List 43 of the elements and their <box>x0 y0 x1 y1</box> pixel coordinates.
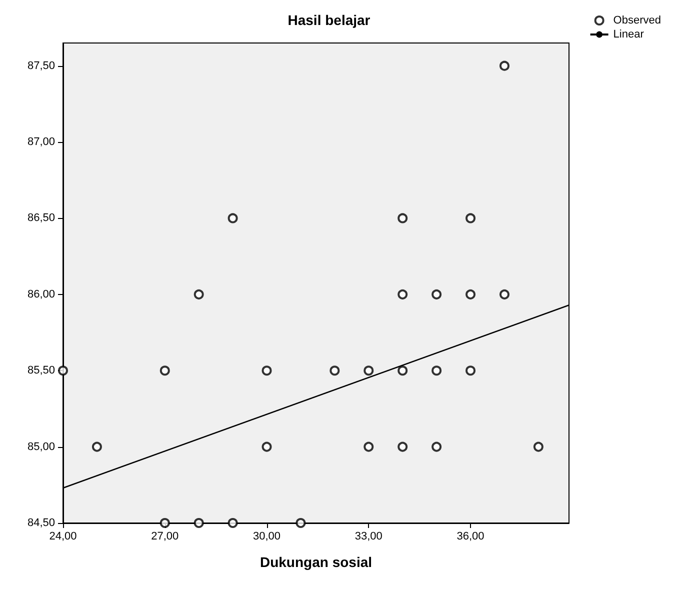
point <box>432 289 442 300</box>
x-tick-label: 27,00 <box>151 530 179 542</box>
point <box>228 213 238 224</box>
point <box>432 442 442 452</box>
x-axis-title: Dukungan sosial <box>260 554 372 570</box>
y-tick-label: 86,00 <box>27 288 55 300</box>
x-tick-label: 33,00 <box>354 530 382 542</box>
point <box>398 366 408 376</box>
point <box>466 289 476 300</box>
point <box>499 289 510 300</box>
point <box>228 518 238 528</box>
chart-title: Hasil belajar <box>288 12 371 28</box>
legend-label: Linear <box>613 28 644 40</box>
y-tick-label: 87,50 <box>27 60 55 72</box>
point <box>330 366 340 376</box>
point <box>296 518 306 528</box>
x-tick-label: 30,00 <box>252 530 281 542</box>
point <box>499 60 510 71</box>
y-tick-label: 84,50 <box>27 517 55 529</box>
y-tick-label: 85,00 <box>27 440 55 453</box>
x-tick-label: 24,00 <box>49 530 77 542</box>
point <box>432 366 442 376</box>
legend-label: Observed <box>613 14 662 26</box>
point <box>466 366 476 376</box>
point <box>194 289 204 300</box>
y-tick-label: 86,50 <box>27 212 55 224</box>
point <box>398 289 408 300</box>
point <box>262 366 272 376</box>
point <box>160 366 170 376</box>
point <box>533 442 544 452</box>
point <box>58 366 68 376</box>
y-tick-label: 85,50 <box>27 364 55 377</box>
y-tick-label: 87,00 <box>27 136 55 148</box>
point <box>466 213 476 224</box>
point <box>92 442 102 452</box>
point <box>194 518 204 528</box>
point <box>364 442 374 452</box>
point <box>262 442 272 452</box>
point <box>160 518 170 528</box>
point <box>398 213 408 224</box>
point <box>364 366 374 376</box>
point <box>398 442 408 452</box>
x-tick-label: 36,00 <box>456 530 484 542</box>
